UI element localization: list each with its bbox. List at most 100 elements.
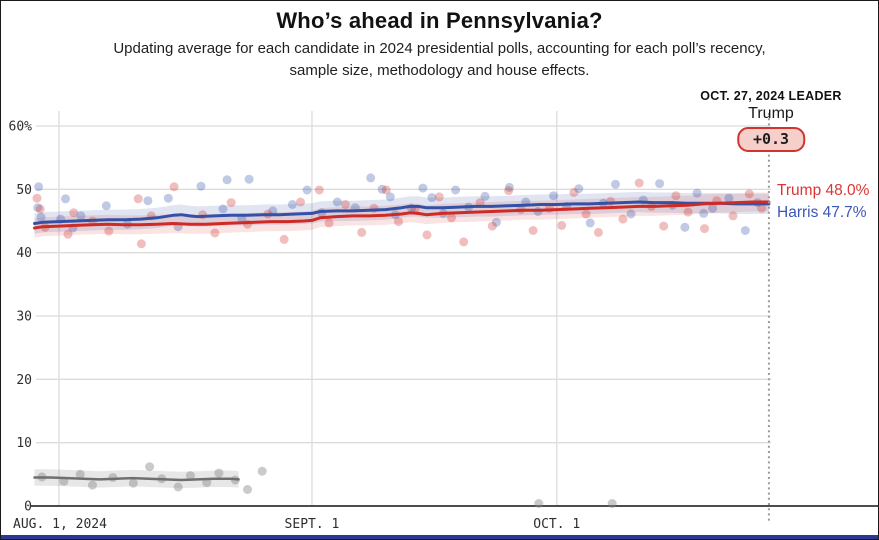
- poll-dot-harris-polls: [302, 185, 312, 195]
- poll-dot-trump-polls: [340, 200, 350, 209]
- trump-end-label: Trump 48.0%: [777, 182, 870, 199]
- poll-dot-trump-polls: [104, 226, 114, 236]
- poll-dot-harris-polls: [34, 182, 44, 192]
- poll-dot-third-party-polls: [145, 462, 155, 472]
- poll-dot-harris-polls: [385, 192, 395, 202]
- y-tick-label: 60%: [9, 120, 33, 135]
- poll-dot-harris-polls: [427, 193, 437, 203]
- poll-dot-harris-polls: [692, 188, 702, 198]
- poll-dot-trump-polls: [296, 197, 305, 207]
- x-tick-label: SEPT. 1: [285, 517, 340, 532]
- poll-dot-trump-polls: [35, 204, 45, 214]
- leader-margin-badge: +0.3: [736, 127, 806, 152]
- poll-dot-third-party-polls: [75, 469, 85, 479]
- poll-dot-harris-polls: [724, 193, 734, 203]
- poll-dot-trump-polls: [226, 198, 236, 208]
- poll-dot-trump-polls: [279, 234, 289, 244]
- poll-dot-trump-polls: [133, 194, 143, 204]
- poll-dot-third-party-polls: [607, 499, 617, 508]
- poll-dot-harris-polls: [143, 196, 153, 206]
- poll-dot-harris-polls: [655, 179, 665, 189]
- poll-dot-trump-polls: [63, 229, 73, 239]
- trend-line-third-party-average: [33, 476, 240, 482]
- y-tick-label: 50: [16, 183, 32, 198]
- y-tick-label: 10: [16, 436, 32, 451]
- poll-dot-trump-polls: [593, 227, 603, 237]
- harris-end-label: Harris 47.7%: [777, 204, 867, 221]
- poll-dot-trump-polls: [557, 220, 567, 230]
- poll-dot-harris-polls: [680, 222, 690, 232]
- poll-dot-trump-polls: [357, 227, 367, 237]
- poll-dot-harris-polls: [451, 185, 461, 195]
- poll-dot-trump-polls: [314, 185, 324, 195]
- poll-dot-harris-polls: [480, 191, 490, 201]
- poll-dot-harris-polls: [366, 173, 376, 183]
- poll-dot-trump-polls: [504, 186, 514, 196]
- poll-dot-harris-polls: [332, 197, 342, 207]
- poll-dot-third-party-polls: [128, 478, 138, 488]
- poll-dot-trump-polls: [32, 193, 42, 203]
- poll-dot-trump-polls: [728, 211, 738, 221]
- poll-dot-trump-polls: [618, 214, 628, 224]
- poll-dot-third-party-polls: [257, 466, 267, 476]
- poll-dot-trump-polls: [459, 237, 469, 247]
- poll-dot-third-party-polls: [88, 480, 97, 490]
- poll-dot-harris-polls: [549, 191, 558, 201]
- poll-dot-third-party-polls: [185, 471, 195, 481]
- poll-dot-harris-polls: [36, 212, 46, 222]
- poll-dot-trump-polls: [69, 208, 79, 218]
- poll-dot-harris-polls: [491, 217, 501, 227]
- trend-line-harris-average: [33, 200, 771, 225]
- poll-dot-trump-polls: [700, 224, 709, 234]
- y-tick-label: 20: [16, 373, 32, 388]
- y-tick-label: 30: [16, 310, 32, 325]
- poll-dot-trump-polls: [671, 191, 681, 201]
- poll-dot-trump-polls: [581, 209, 591, 219]
- leader-name: Trump: [748, 105, 794, 122]
- poll-dot-trump-polls: [659, 221, 669, 231]
- poll-dot-harris-polls: [418, 183, 428, 193]
- poll-dot-trump-polls: [381, 185, 391, 195]
- poll-dot-trump-polls: [324, 218, 334, 228]
- poll-dot-trump-polls: [757, 203, 767, 213]
- leader-date-label: OCT. 27, 2024 LEADER: [700, 89, 842, 103]
- poll-dot-trump-polls: [394, 217, 403, 227]
- page-title: Who’s ahead in Pennsylvania?: [276, 8, 603, 33]
- poll-dot-trump-polls: [136, 239, 146, 249]
- poll-dot-harris-polls: [708, 203, 718, 213]
- poll-dot-harris-polls: [377, 184, 387, 194]
- poll-dot-harris-polls: [504, 182, 514, 192]
- poll-dot-trump-polls: [744, 189, 754, 199]
- poll-dot-harris-polls: [611, 179, 620, 189]
- poll-dot-trump-polls: [210, 228, 220, 238]
- y-tick-label: 40: [16, 246, 32, 261]
- poll-dot-harris-polls: [268, 206, 278, 216]
- brand-bottom-bar: [1, 535, 878, 539]
- poll-dot-third-party-polls: [108, 473, 118, 482]
- poll-dot-harris-polls: [699, 208, 709, 218]
- poll-dot-harris-polls: [61, 194, 70, 204]
- poll-dot-harris-polls: [76, 211, 86, 221]
- poll-dot-harris-polls: [33, 203, 43, 213]
- poll-dot-harris-polls: [101, 201, 111, 211]
- poll-dot-trump-polls: [169, 182, 179, 192]
- poll-dot-harris-polls: [626, 209, 636, 219]
- poll-dot-third-party-polls: [173, 482, 183, 492]
- poll-dot-third-party-polls: [214, 468, 224, 478]
- leader-callout: OCT. 27, 2024 LEADER Trump +0.3: [700, 89, 841, 152]
- poll-dot-harris-polls: [222, 175, 232, 185]
- poll-dot-harris-polls: [196, 181, 206, 191]
- poll-dot-harris-polls: [585, 218, 595, 228]
- poll-dot-trump-polls: [528, 226, 538, 235]
- x-tick-label: AUG. 1, 2024: [13, 517, 107, 532]
- poll-dot-harris-polls: [244, 174, 254, 184]
- poll-dot-harris-polls: [218, 204, 228, 214]
- poll-dot-third-party-polls: [534, 499, 544, 508]
- poll-dot-harris-polls: [287, 200, 297, 209]
- subtitle-line-1: Updating average for each candidate in 2…: [113, 40, 766, 57]
- y-tick-label: 0: [24, 500, 32, 515]
- x-tick-label: OCT. 1: [533, 517, 580, 532]
- poll-dot-trump-polls: [447, 213, 456, 223]
- subtitle-line-2: sample size, methodology and house effec…: [289, 62, 590, 79]
